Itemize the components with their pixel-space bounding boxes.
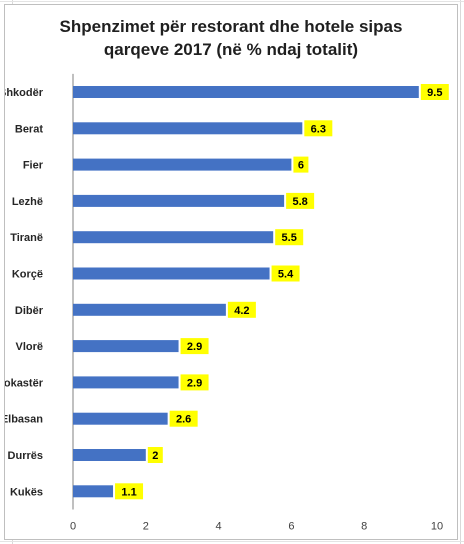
category-label: Tiranë xyxy=(10,232,43,244)
data-label-box xyxy=(271,265,300,282)
sheet-gridline xyxy=(460,0,461,544)
data-label: 1.1 xyxy=(121,486,136,498)
data-label-box xyxy=(180,338,209,355)
sheet-gridline xyxy=(0,541,464,542)
x-tick-label: 8 xyxy=(361,520,367,532)
category-label: Shkodër xyxy=(5,87,44,99)
bar xyxy=(73,231,274,244)
category-label: Vlorë xyxy=(15,341,43,353)
data-label: 6.3 xyxy=(311,123,326,135)
data-label: 5.4 xyxy=(278,269,294,281)
data-label-box xyxy=(169,410,198,427)
bar xyxy=(73,303,226,316)
data-label: 2.9 xyxy=(187,341,202,353)
data-label-box xyxy=(115,483,144,500)
bar xyxy=(73,449,146,461)
data-label: 2 xyxy=(152,450,158,462)
sheet-gridline xyxy=(0,1,464,2)
bar xyxy=(73,158,292,171)
data-label-box xyxy=(227,301,256,318)
data-label: 4.2 xyxy=(234,305,249,317)
category-label: Gjirokastër xyxy=(5,377,44,389)
data-label-box xyxy=(286,192,315,209)
bar xyxy=(73,194,285,207)
chart-title-line-1: Shpenzimet për restorant dhe hotele sipa… xyxy=(59,17,403,36)
data-label: 6 xyxy=(298,160,304,172)
data-label-box xyxy=(304,120,333,137)
data-label-box xyxy=(180,374,209,391)
data-label-box xyxy=(293,156,309,173)
category-label: Kukës xyxy=(10,486,43,498)
category-label: Elbasan xyxy=(5,414,43,426)
chart-title: Shpenzimet për restorant dhe hotele sipa… xyxy=(5,15,457,61)
data-label-box xyxy=(147,447,163,463)
category-label: Berat xyxy=(15,123,43,135)
category-label: Fier xyxy=(23,160,44,172)
data-label-box xyxy=(275,229,304,246)
bar xyxy=(73,86,419,98)
bar xyxy=(73,340,179,353)
data-label: 2.6 xyxy=(176,414,191,426)
bar xyxy=(73,485,114,498)
x-tick-label: 10 xyxy=(431,520,443,532)
data-label: 2.9 xyxy=(187,377,202,389)
bar-chart: 0 2 4 6 8 10 Shkodër 9.5 Berat 6.3 Fier 6 Lezhë 5.8 Ti… xyxy=(5,73,449,532)
category-label: Korçë xyxy=(12,269,43,281)
category-label: Dibër xyxy=(15,305,44,317)
x-tick-label: 0 xyxy=(70,520,76,532)
bar xyxy=(73,122,303,135)
category-label: Durrës xyxy=(8,450,43,462)
data-label: 9.5 xyxy=(427,87,442,99)
chart-title-line-2: qarqeve 2017 (në % ndaj totalit) xyxy=(103,40,359,59)
bar xyxy=(73,376,179,389)
bar xyxy=(73,267,270,280)
data-label-box xyxy=(420,84,449,100)
chart-area[interactable]: Shpenzimet për restorant dhe hotele sipa… xyxy=(4,4,458,540)
x-tick-label: 2 xyxy=(143,520,149,532)
bar xyxy=(73,412,168,425)
x-tick-label: 6 xyxy=(288,520,294,532)
data-label: 5.5 xyxy=(282,232,297,244)
x-tick-label: 4 xyxy=(216,520,222,532)
data-label: 5.8 xyxy=(292,196,307,208)
category-label: Lezhë xyxy=(12,196,43,208)
